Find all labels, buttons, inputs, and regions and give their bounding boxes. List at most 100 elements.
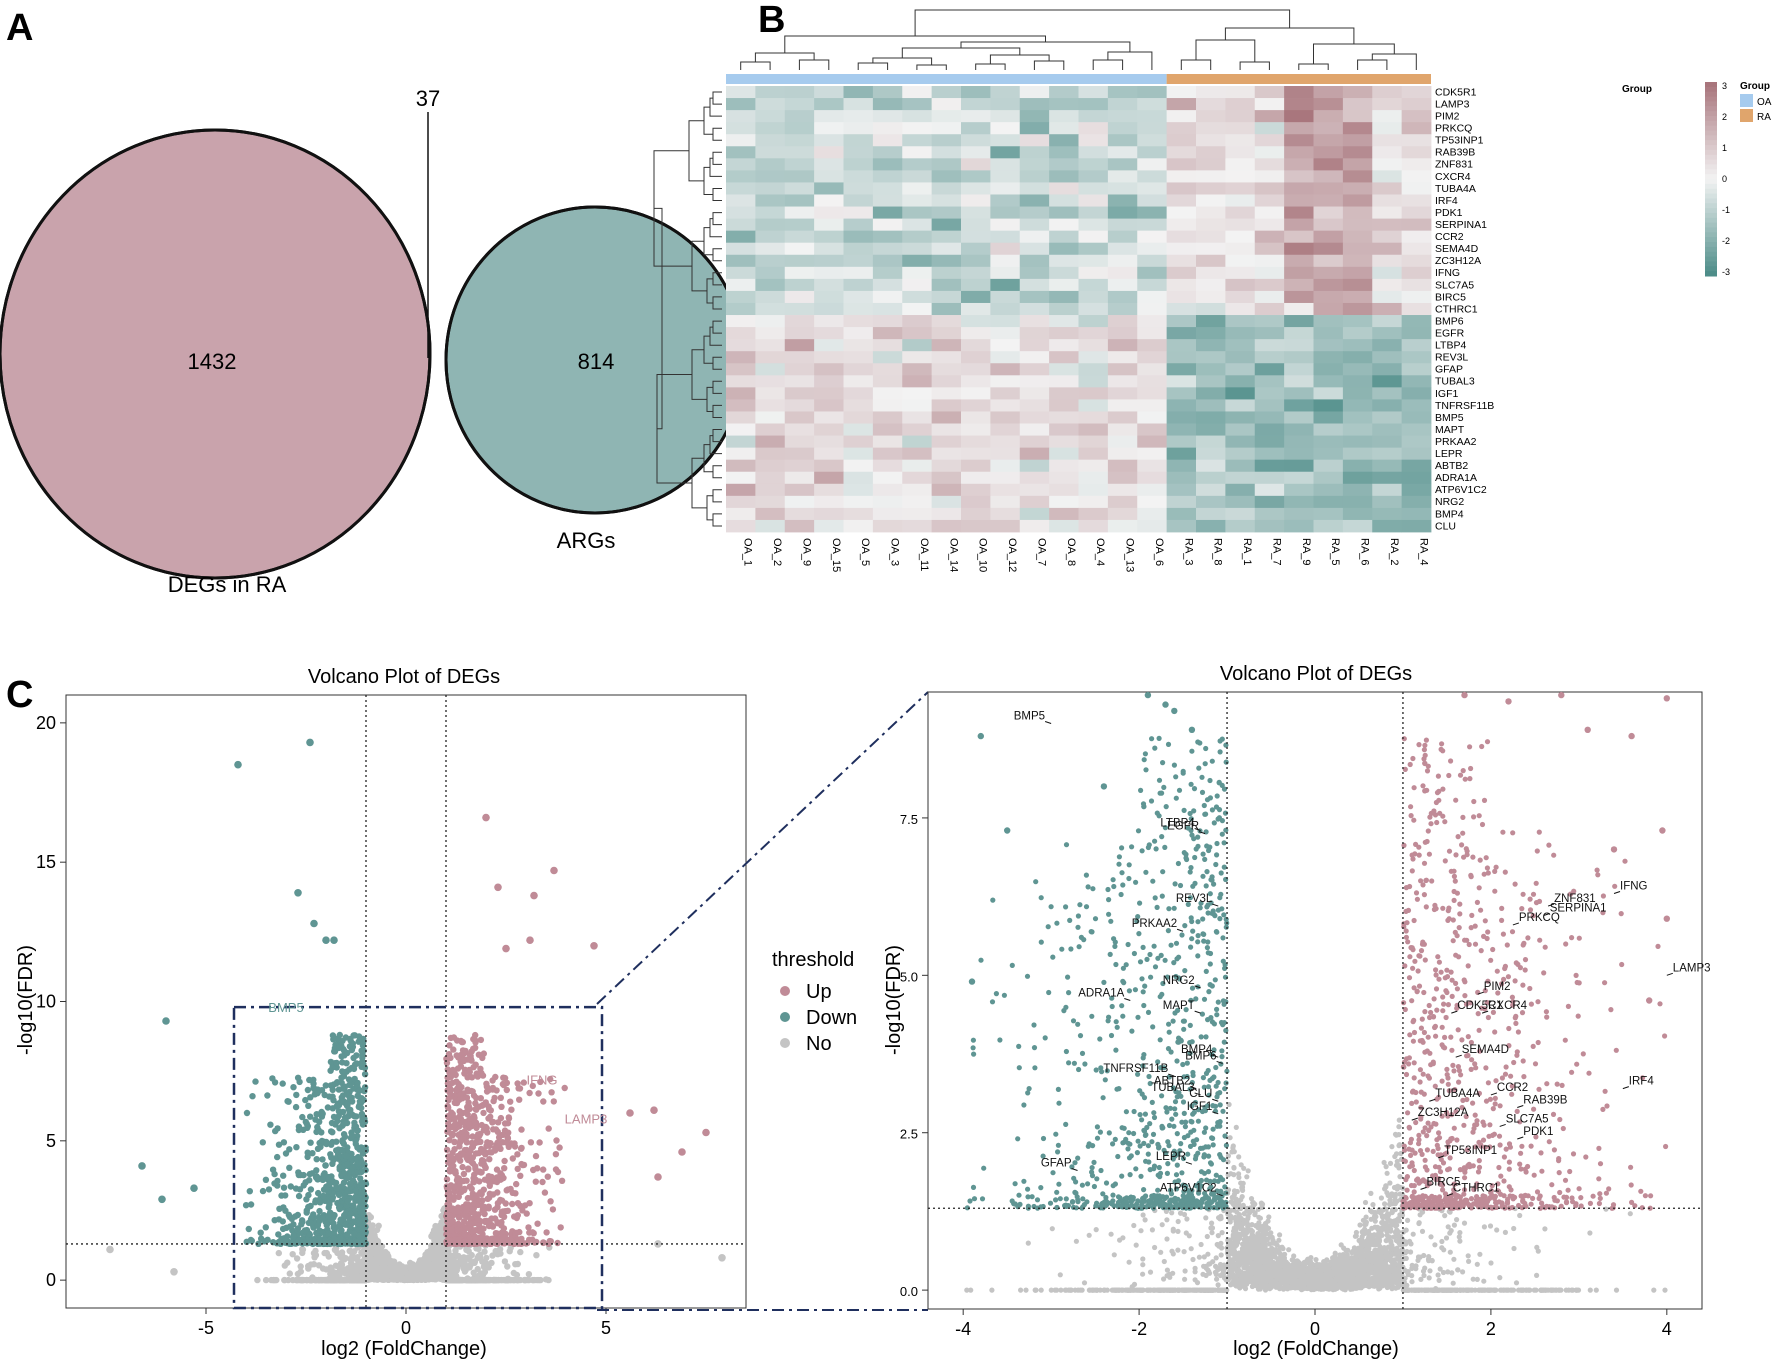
heatmap-cell bbox=[755, 170, 786, 183]
heatmap-cell bbox=[755, 447, 786, 461]
heatmap-cell bbox=[1049, 194, 1079, 207]
heatmap-cell bbox=[1313, 278, 1344, 292]
heatmap-cell bbox=[755, 327, 786, 340]
heatmap-cell bbox=[1313, 218, 1344, 232]
heatmap-cell bbox=[1372, 170, 1403, 183]
heatmap-cell bbox=[1225, 182, 1256, 195]
colorbar-step bbox=[1705, 120, 1717, 127]
heatmap-cell bbox=[1225, 278, 1256, 292]
heatmap-row-label: PDK1 bbox=[1435, 207, 1463, 219]
heatmap-cell bbox=[1284, 110, 1314, 123]
volcano-point bbox=[315, 1262, 323, 1269]
heatmap-group-bar-title: Group bbox=[1622, 84, 1652, 95]
heatmap-cell bbox=[1196, 507, 1226, 521]
heatmap-cell bbox=[1078, 447, 1109, 461]
heatmap-column-label: OA_15 bbox=[830, 538, 842, 572]
heatmap-cell bbox=[1225, 170, 1256, 183]
heatmap-cell bbox=[1401, 158, 1432, 171]
heatmap-cell bbox=[784, 266, 815, 280]
heatmap-cell bbox=[1284, 254, 1314, 268]
heatmap-cell bbox=[1019, 230, 1050, 244]
heatmap-cell bbox=[755, 399, 786, 412]
heatmap-cell bbox=[961, 194, 991, 207]
heatmap-cell bbox=[1313, 206, 1344, 219]
heatmap-cell bbox=[1254, 471, 1285, 485]
heatmap-cell bbox=[1196, 387, 1226, 400]
heatmap-cell bbox=[1049, 519, 1079, 533]
colorbar-tick-label: -2 bbox=[1722, 236, 1730, 246]
heatmap-cell bbox=[1313, 483, 1344, 497]
heatmap-cell bbox=[814, 327, 844, 340]
dendrogram-branch bbox=[989, 54, 1050, 64]
colorbar-step bbox=[1705, 130, 1717, 136]
heatmap-column-label: OA_4 bbox=[1094, 538, 1106, 566]
heatmap-cell bbox=[843, 122, 874, 135]
heatmap-cell bbox=[1196, 206, 1226, 219]
heatmap-cell bbox=[1342, 387, 1373, 400]
heatmap-cell bbox=[961, 411, 991, 424]
volcano-point bbox=[480, 1263, 488, 1271]
heatmap-cell bbox=[1196, 230, 1226, 244]
heatmap-cell bbox=[1225, 158, 1256, 171]
heatmap-cell bbox=[902, 218, 933, 232]
heatmap-cell bbox=[961, 86, 991, 99]
heatmap-cell bbox=[1372, 375, 1403, 388]
heatmap-cell bbox=[755, 519, 786, 533]
volcano-full-title: Volcano Plot of DEGs bbox=[308, 666, 500, 688]
heatmap-cell bbox=[1019, 495, 1050, 509]
heatmap-cell bbox=[1342, 98, 1373, 111]
heatmap-row-label: BMP4 bbox=[1435, 508, 1464, 520]
heatmap-cell bbox=[1313, 351, 1344, 364]
heatmap-cell bbox=[990, 170, 1021, 183]
heatmap-cell bbox=[990, 194, 1021, 207]
panel-label-c: C bbox=[6, 674, 33, 716]
volcano-point bbox=[284, 1259, 291, 1266]
heatmap-cell bbox=[1254, 459, 1285, 473]
heatmap-cell bbox=[1342, 471, 1373, 485]
heatmap-cell bbox=[1284, 315, 1314, 328]
heatmap-group-bar bbox=[726, 74, 1431, 84]
heatmap-cell bbox=[1254, 423, 1285, 436]
heatmap-cell bbox=[1372, 290, 1403, 304]
heatmap-cell bbox=[961, 182, 991, 195]
heatmap-row-label: BMP6 bbox=[1435, 315, 1464, 327]
heatmap-cell bbox=[1049, 363, 1079, 376]
heatmap-cell bbox=[1225, 351, 1256, 364]
heatmap-cell bbox=[1196, 459, 1226, 473]
volcano-point bbox=[293, 1091, 300, 1099]
heatmap-cell bbox=[990, 327, 1021, 340]
heatmap-cell bbox=[843, 315, 874, 328]
heatmap-cell bbox=[902, 278, 933, 292]
heatmap-cell bbox=[1254, 242, 1285, 256]
dendrogram-branch bbox=[1180, 59, 1212, 70]
volcano-point bbox=[332, 1262, 340, 1269]
heatmap-cell bbox=[1372, 86, 1403, 99]
heatmap-cell bbox=[872, 387, 903, 400]
volcano-point bbox=[404, 1275, 411, 1282]
heatmap-cell bbox=[1078, 387, 1109, 400]
volcano-point bbox=[512, 1261, 519, 1268]
heatmap-cell bbox=[1078, 471, 1109, 485]
volcano-point bbox=[267, 1121, 274, 1128]
volcano-point bbox=[435, 1262, 442, 1270]
heatmap-cell bbox=[1166, 315, 1197, 328]
heatmap-cell bbox=[1225, 411, 1256, 424]
heatmap-cell bbox=[1254, 218, 1285, 232]
colorbar-step bbox=[1705, 96, 1717, 102]
heatmap-cell bbox=[1372, 134, 1403, 147]
volcano-point bbox=[358, 1249, 365, 1256]
heatmap-cell bbox=[872, 447, 903, 461]
heatmap-cell bbox=[784, 423, 815, 436]
heatmap-cell bbox=[1254, 158, 1285, 171]
heatmap-cell bbox=[902, 447, 933, 461]
heatmap-cell bbox=[1166, 242, 1197, 256]
heatmap-cell bbox=[1254, 290, 1285, 304]
heatmap-cell bbox=[1284, 122, 1314, 135]
heatmap-cell bbox=[1196, 483, 1226, 497]
heatmap-cell bbox=[1284, 459, 1314, 473]
heatmap-cell bbox=[1372, 158, 1403, 171]
heatmap-cell bbox=[990, 459, 1021, 473]
heatmap-cell bbox=[814, 122, 844, 135]
heatmap-cell bbox=[1313, 266, 1344, 280]
heatmap-cell bbox=[784, 519, 815, 533]
